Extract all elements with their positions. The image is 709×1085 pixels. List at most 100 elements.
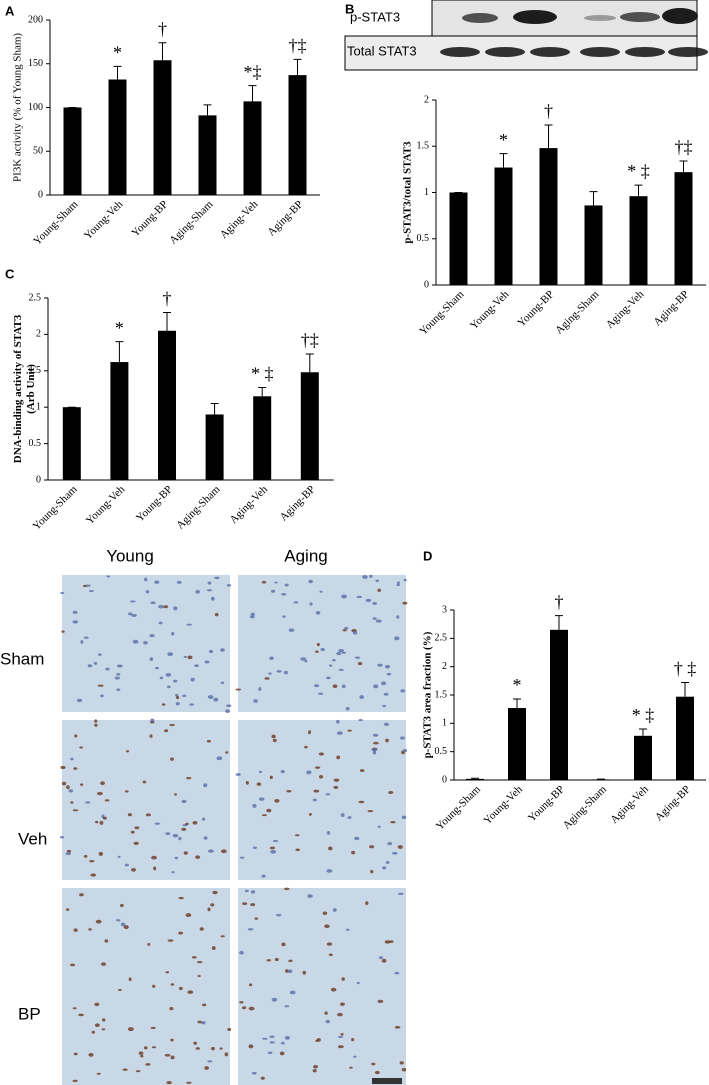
nucleus	[353, 1055, 357, 1058]
nucleus	[167, 652, 174, 657]
error-bar	[115, 341, 124, 363]
nucleus	[272, 839, 279, 843]
bar	[198, 115, 217, 195]
nucleus	[90, 873, 97, 877]
nucleus	[123, 925, 129, 930]
nucleus	[283, 670, 288, 675]
nucleus	[216, 756, 223, 761]
nucleus	[175, 693, 179, 697]
nucleus	[295, 834, 300, 837]
nucleus	[226, 583, 232, 587]
nucleus	[288, 628, 295, 632]
bar	[108, 79, 127, 195]
panel-letter: A	[5, 3, 15, 18]
nucleus	[365, 598, 372, 603]
nucleus	[251, 1071, 257, 1075]
nucleus	[375, 579, 380, 583]
nucleus	[193, 1041, 197, 1045]
nucleus	[287, 969, 293, 974]
y-tick-label: 1.5	[435, 689, 448, 700]
nucleus	[116, 688, 121, 691]
nucleus	[341, 594, 347, 599]
error-bar	[258, 387, 267, 397]
nucleus	[151, 1046, 157, 1049]
nucleus	[73, 767, 78, 770]
nucleus	[72, 610, 78, 614]
nucleus	[336, 1012, 343, 1017]
nucleus	[267, 1051, 273, 1055]
nucleus	[150, 601, 156, 605]
nucleus	[171, 632, 175, 636]
nucleus	[105, 667, 110, 671]
nucleus	[183, 851, 188, 855]
nucleus	[117, 988, 122, 992]
nucleus	[250, 612, 255, 617]
error-bar	[681, 682, 689, 697]
micrograph	[62, 888, 230, 1085]
nucleus	[242, 902, 248, 906]
nucleus	[206, 589, 213, 592]
y-tick-label: 1.5	[417, 141, 430, 152]
nucleus	[377, 999, 384, 1003]
nucleus	[315, 611, 321, 615]
nucleus	[274, 957, 279, 962]
nucleus	[397, 892, 404, 895]
nucleus	[318, 692, 324, 695]
nucleus	[91, 1030, 96, 1034]
nucleus	[264, 677, 270, 680]
nucleus	[211, 946, 216, 951]
nucleus	[149, 721, 155, 724]
nucleus	[373, 741, 379, 745]
nucleus	[60, 765, 66, 770]
nucleus	[384, 940, 391, 944]
annotation: * ‡	[251, 364, 274, 384]
nucleus	[138, 1051, 144, 1056]
nucleus	[190, 677, 195, 682]
nucleus	[358, 800, 365, 804]
nucleus	[59, 836, 65, 839]
blot-band	[530, 47, 570, 57]
nucleus	[95, 919, 102, 924]
nucleus	[390, 821, 396, 824]
nucleus	[266, 808, 272, 813]
nucleus	[226, 704, 232, 708]
nucleus	[358, 718, 363, 722]
nucleus	[101, 1018, 106, 1022]
bar	[508, 708, 526, 780]
nucleus	[174, 793, 178, 796]
nucleus	[166, 1081, 172, 1085]
nucleus	[319, 590, 323, 593]
nucleus	[270, 849, 277, 854]
nucleus	[308, 579, 314, 584]
bar	[466, 778, 484, 780]
y-axis-label: PI3K activity (% of Young Sham)	[12, 33, 24, 182]
y-tick-label: 0	[424, 279, 429, 290]
nucleus	[97, 684, 104, 687]
nucleus	[373, 684, 379, 689]
x-tick-label: Young-BP	[526, 783, 567, 824]
x-tick-label: Young-Sham	[434, 783, 484, 833]
nucleus	[164, 729, 169, 733]
nucleus	[182, 694, 187, 698]
bar	[300, 372, 319, 480]
nucleus	[286, 790, 292, 793]
y-tick-label: 0	[38, 189, 43, 200]
nucleus	[124, 863, 130, 867]
nucleus	[285, 969, 289, 973]
nucleus	[143, 641, 148, 645]
nucleus	[248, 1006, 255, 1011]
nucleus	[100, 962, 107, 966]
x-tick-label: Aging-Veh	[604, 288, 647, 331]
nucleus	[281, 593, 287, 596]
blot-band	[662, 8, 698, 24]
nucleus	[167, 939, 174, 942]
nucleus	[333, 785, 339, 789]
annotation: *	[113, 43, 122, 63]
nucleus	[304, 659, 308, 663]
nucleus	[340, 1032, 344, 1036]
nucleus	[312, 1069, 317, 1073]
nucleus	[367, 810, 374, 813]
row-label: Veh	[18, 829, 47, 848]
nucleus	[97, 653, 102, 656]
